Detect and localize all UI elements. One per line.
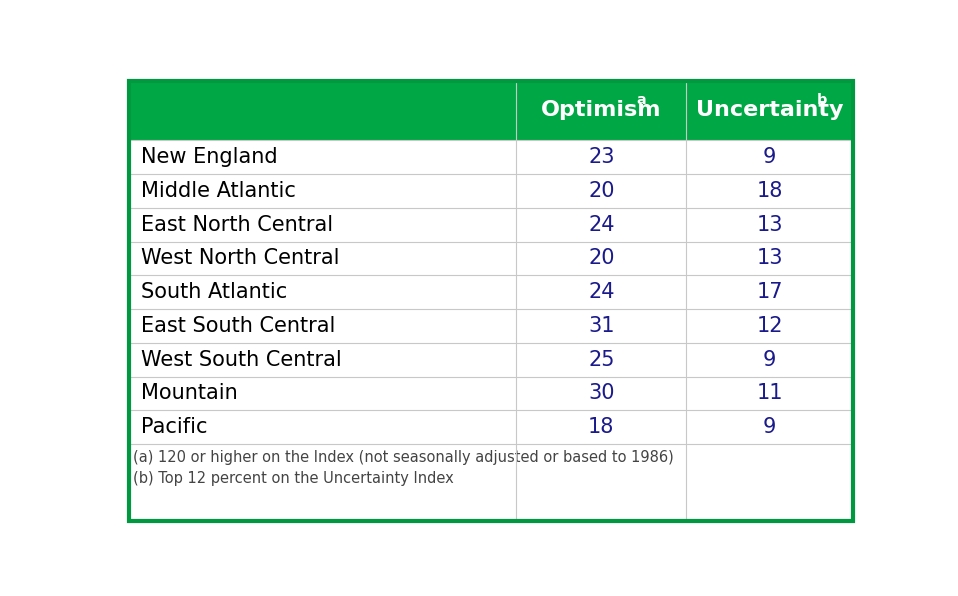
Text: b: b [817, 94, 828, 107]
Text: 25: 25 [588, 350, 615, 370]
Bar [129, 208, 853, 241]
Text: Middle Atlantic: Middle Atlantic [141, 181, 296, 201]
Bar [129, 174, 853, 208]
Text: 12: 12 [757, 316, 783, 336]
Text: 24: 24 [588, 282, 615, 302]
Text: 24: 24 [588, 215, 615, 235]
Text: 20: 20 [588, 249, 615, 268]
Text: 11: 11 [757, 383, 783, 403]
Text: 9: 9 [763, 147, 776, 167]
Bar [129, 411, 853, 444]
Text: West South Central: West South Central [141, 350, 341, 370]
Text: Uncertainty: Uncertainty [696, 101, 843, 120]
Text: 18: 18 [757, 181, 783, 201]
Text: 13: 13 [757, 249, 783, 268]
Text: East South Central: East South Central [141, 316, 335, 336]
Bar [129, 309, 853, 343]
Text: 31: 31 [588, 316, 615, 336]
Text: Pacific: Pacific [141, 417, 207, 437]
Text: 23: 23 [588, 147, 615, 167]
Text: 18: 18 [588, 417, 614, 437]
Text: 17: 17 [757, 282, 783, 302]
Text: (b) Top 12 percent on the Uncertainty Index: (b) Top 12 percent on the Uncertainty In… [133, 471, 454, 486]
Text: 9: 9 [763, 350, 776, 370]
Bar [129, 140, 853, 174]
Text: East North Central: East North Central [141, 215, 332, 235]
Text: South Atlantic: South Atlantic [141, 282, 287, 302]
Text: Mountain: Mountain [141, 383, 238, 403]
Bar [129, 343, 853, 377]
Text: (a) 120 or higher on the Index (not seasonally adjusted or based to 1986): (a) 120 or higher on the Index (not seas… [133, 450, 673, 465]
Text: West North Central: West North Central [141, 249, 339, 268]
Text: New England: New England [141, 147, 277, 167]
Text: 20: 20 [588, 181, 615, 201]
Bar [129, 377, 853, 411]
Text: a: a [637, 94, 647, 107]
Bar [129, 275, 853, 309]
Text: Optimism: Optimism [541, 101, 662, 120]
Text: 9: 9 [763, 417, 776, 437]
Text: 30: 30 [588, 383, 615, 403]
Bar [129, 241, 853, 275]
Bar [129, 81, 853, 140]
Text: 13: 13 [757, 215, 783, 235]
